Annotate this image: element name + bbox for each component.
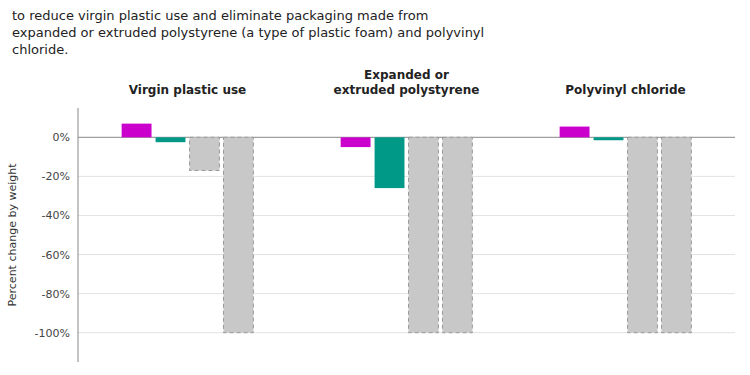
- category-label: Expanded orextruded polystyrene: [334, 68, 480, 97]
- chart: to reduce virgin plastic use and elimina…: [0, 0, 750, 375]
- grid: [78, 137, 735, 332]
- y-axis-label: Percent change by weight: [6, 163, 19, 307]
- bar: [594, 137, 624, 140]
- bar: [661, 137, 691, 332]
- tick-label: -100%: [35, 327, 70, 340]
- category-label: Polyvinyl chloride: [565, 83, 685, 97]
- title: to reduce virgin plastic use and elimina…: [12, 8, 484, 57]
- bar: [560, 127, 590, 138]
- tick-label: -40%: [42, 209, 70, 222]
- tick-label: -60%: [42, 249, 70, 262]
- tick-label: -20%: [42, 170, 70, 183]
- bar: [375, 137, 405, 188]
- category-label: Virgin plastic use: [129, 83, 246, 97]
- bar: [190, 137, 220, 170]
- tick-label: -80%: [42, 288, 70, 301]
- bar: [409, 137, 439, 332]
- bar: [442, 137, 472, 332]
- bar: [341, 137, 371, 147]
- y-axis-line: [78, 108, 79, 362]
- bar: [156, 137, 186, 142]
- tick-label: 0%: [53, 131, 70, 144]
- bar: [122, 124, 152, 138]
- bar: [223, 137, 253, 332]
- bar: [628, 137, 658, 332]
- bars: [122, 124, 692, 333]
